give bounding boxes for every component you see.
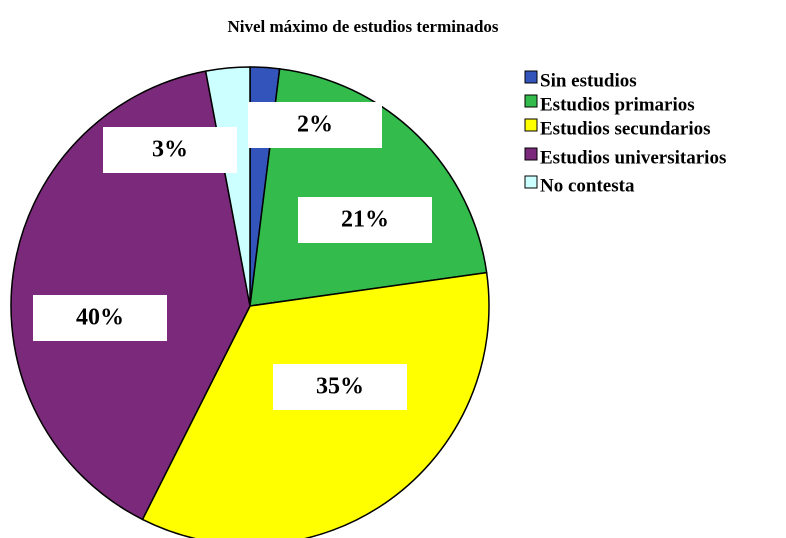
label-box bbox=[33, 295, 167, 341]
data-label: 2% bbox=[297, 112, 333, 138]
chart-title: Nivel máximo de estudios terminados bbox=[227, 17, 498, 36]
legend-label: Estudios secundarios bbox=[540, 118, 711, 139]
legend-swatch bbox=[524, 118, 538, 132]
legend-swatch bbox=[524, 70, 538, 84]
label-box bbox=[248, 102, 382, 148]
label-box bbox=[298, 197, 432, 243]
legend-swatch bbox=[524, 147, 538, 161]
data-label: 21% bbox=[341, 207, 389, 233]
label-box bbox=[273, 364, 407, 410]
data-label: 3% bbox=[152, 137, 188, 163]
legend-label: Sin estudios bbox=[540, 70, 637, 91]
legend-label: Estudios universitarios bbox=[540, 147, 726, 168]
legend-label: Estudios primarios bbox=[540, 94, 695, 115]
legend-swatch bbox=[524, 175, 538, 189]
data-label: 35% bbox=[316, 374, 364, 400]
legend-swatch bbox=[524, 94, 538, 108]
data-label: 40% bbox=[76, 305, 124, 331]
pie-slice bbox=[204, 66, 251, 307]
legend-label: No contesta bbox=[540, 175, 635, 196]
label-box bbox=[103, 127, 237, 173]
